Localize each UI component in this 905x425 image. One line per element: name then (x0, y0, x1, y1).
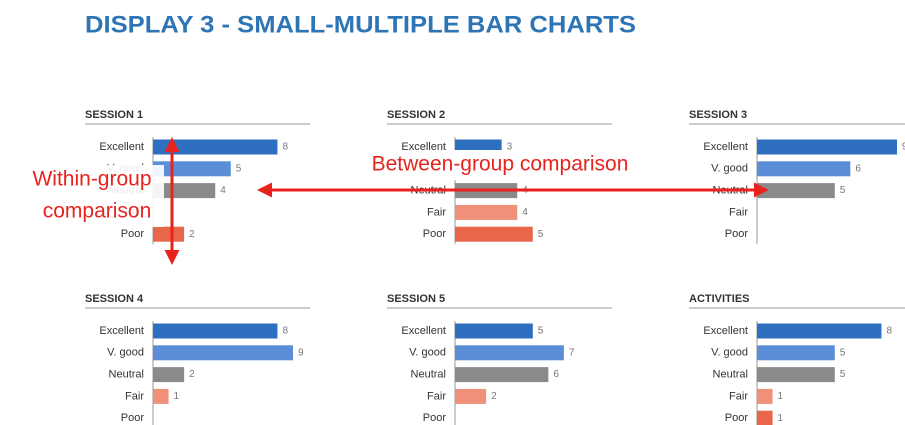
category-label: Fair (729, 206, 748, 218)
category-label: V. good (409, 347, 446, 359)
category-label: Fair (427, 206, 446, 218)
bar (153, 345, 293, 361)
bar (455, 226, 533, 242)
category-label: Poor (121, 228, 145, 240)
value-label: 1 (778, 413, 784, 424)
panel-title: SESSION 2 (387, 109, 445, 121)
value-label: 9 (902, 142, 905, 153)
value-label: 1 (174, 391, 180, 402)
bar (153, 388, 169, 404)
category-label: Excellent (401, 141, 446, 153)
value-label: 2 (189, 369, 195, 380)
category-label: Neutral (713, 369, 748, 381)
category-label: Poor (725, 412, 749, 424)
value-label: 7 (569, 347, 575, 358)
value-label: 5 (840, 369, 846, 380)
bar (153, 139, 278, 155)
value-label: 5 (538, 229, 544, 240)
category-label: V. good (711, 163, 748, 175)
value-label: 4 (522, 207, 528, 218)
category-label: Poor (725, 228, 749, 240)
annotation-bg (330, 150, 670, 180)
bar (757, 183, 835, 199)
value-label: 4 (220, 185, 226, 196)
bar (455, 323, 533, 339)
panel-title: SESSION 4 (85, 293, 144, 305)
category-label: Excellent (703, 141, 748, 153)
panel-title: SESSION 3 (689, 109, 747, 121)
value-label: 5 (840, 347, 846, 358)
category-label: Poor (121, 412, 145, 424)
value-label: 9 (298, 347, 304, 358)
value-label: 5 (840, 185, 846, 196)
bar (455, 204, 518, 220)
category-label: Neutral (109, 369, 144, 381)
value-label: 3 (507, 142, 513, 153)
bar (757, 388, 773, 404)
bar (153, 226, 185, 242)
bar (757, 345, 835, 361)
value-label: 8 (886, 326, 892, 337)
bar (757, 139, 897, 155)
category-label: Fair (125, 390, 144, 402)
bar (757, 323, 882, 339)
value-label: 6 (553, 369, 559, 380)
category-label: V. good (107, 347, 144, 359)
panel-title: ACTIVITIES (689, 293, 750, 305)
bar (153, 161, 231, 177)
annotation: Within-group (32, 168, 151, 191)
category-label: Excellent (703, 325, 748, 337)
annotation: Between-group comparison (372, 153, 629, 176)
category-label: V. good (711, 347, 748, 359)
category-label: Excellent (99, 325, 144, 337)
category-label: Poor (423, 228, 447, 240)
category-label: Fair (729, 390, 748, 402)
panel-title: SESSION 1 (85, 109, 143, 121)
bar (757, 367, 835, 383)
annotation: comparison (43, 200, 152, 223)
category-label: Excellent (401, 325, 446, 337)
value-label: 1 (778, 391, 784, 402)
category-label: Fair (427, 390, 446, 402)
bar (757, 161, 851, 177)
bar (455, 345, 564, 361)
value-label: 2 (189, 229, 195, 240)
page-title: DISPLAY 3 - SMALL-MULTIPLE BAR CHARTS (85, 11, 636, 38)
value-label: 8 (282, 142, 288, 153)
value-label: 8 (282, 326, 288, 337)
category-label: Excellent (99, 141, 144, 153)
value-label: 6 (855, 163, 861, 174)
bar (455, 367, 549, 383)
annotations: Between-group comparison Within-group co… (14, 137, 769, 265)
bar (153, 367, 185, 383)
value-label: 5 (236, 163, 242, 174)
value-label: 2 (491, 391, 497, 402)
bar (455, 388, 487, 404)
category-label: Poor (423, 412, 447, 424)
bar (153, 323, 278, 339)
value-label: 5 (538, 326, 544, 337)
bar (757, 410, 773, 425)
category-label: Neutral (411, 369, 446, 381)
annotation-bg (14, 165, 164, 227)
panel-title: SESSION 5 (387, 293, 445, 305)
